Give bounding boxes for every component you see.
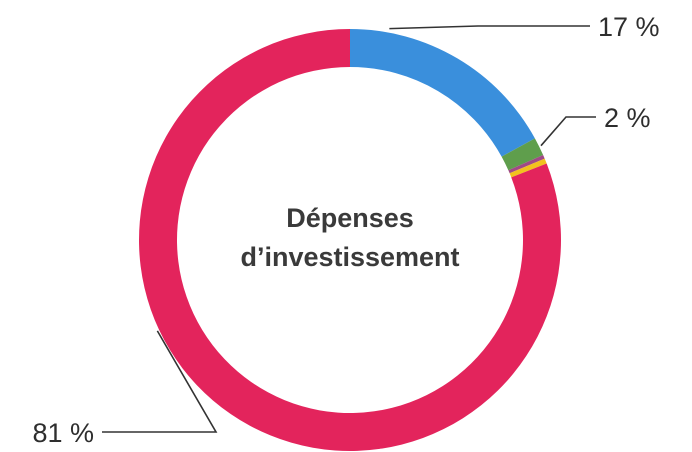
leader-line-0 (389, 25, 590, 30)
chart-title-line-1: Dépenses (286, 203, 414, 233)
leader-lines (102, 25, 596, 433)
slice-labels: 17 % 2 % 81 % (32, 12, 659, 448)
donut-slice-2 (508, 154, 545, 174)
donut-slice-0 (350, 29, 535, 157)
leader-line-4 (102, 330, 218, 433)
donut-slice-1 (501, 138, 544, 171)
slice-label-4: 81 % (32, 418, 94, 448)
slice-label-0: 17 % (598, 12, 660, 42)
donut-slices (138, 29, 561, 451)
slice-label-1: 2 % (604, 103, 651, 133)
leader-line-1 (540, 116, 596, 147)
chart-title-line-2: d’investissement (240, 242, 459, 272)
donut-slice-3 (509, 158, 547, 178)
